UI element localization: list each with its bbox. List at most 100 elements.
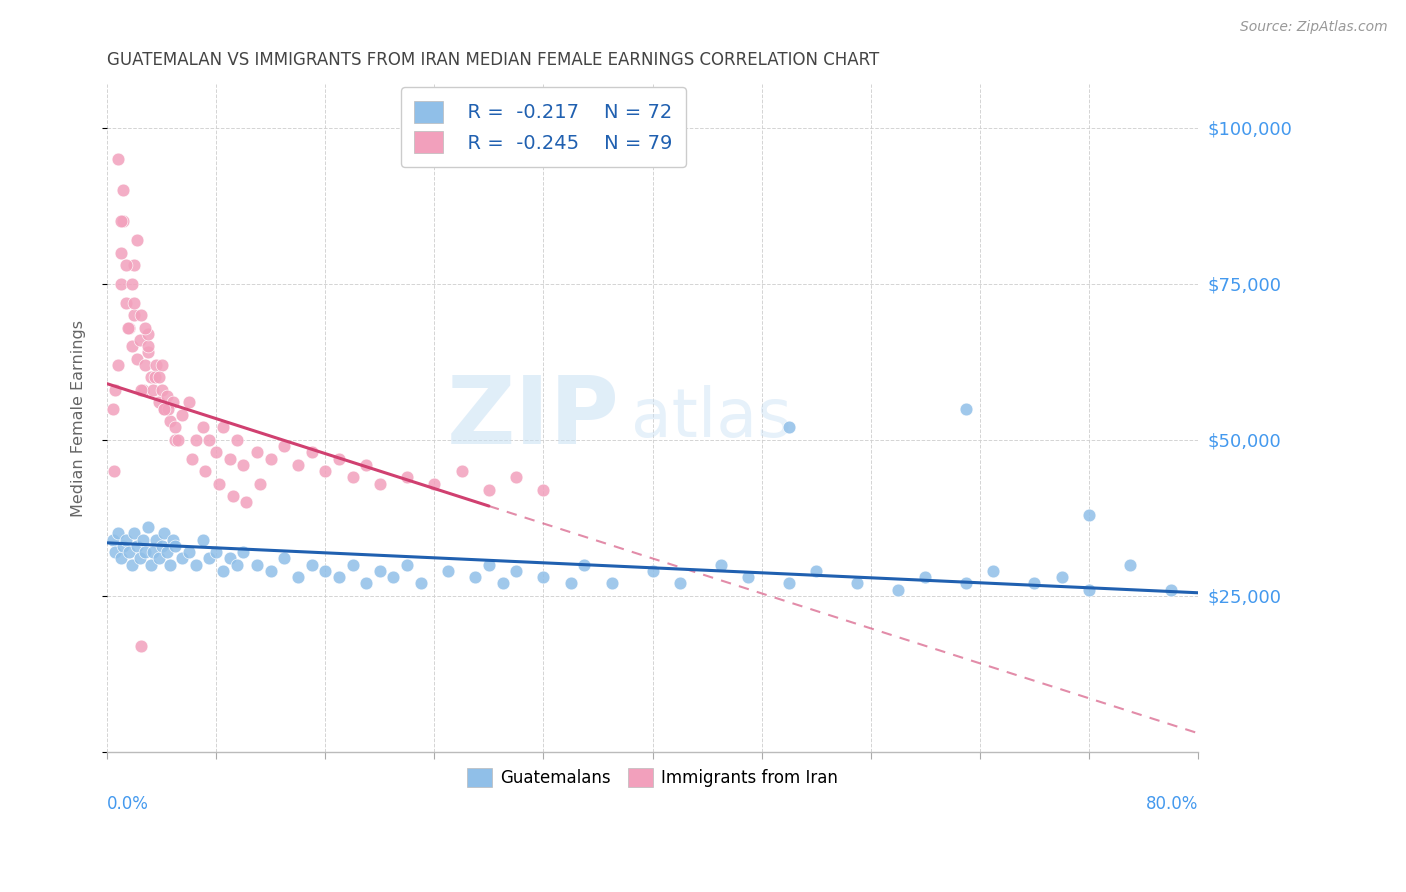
Point — [136, 345, 159, 359]
Point — [194, 464, 217, 478]
Point — [165, 433, 187, 447]
Point — [118, 545, 141, 559]
Point — [368, 564, 391, 578]
Point — [129, 383, 152, 397]
Point — [124, 308, 146, 322]
Point — [184, 433, 207, 447]
Point — [177, 395, 200, 409]
Point — [533, 483, 555, 497]
Point — [107, 526, 129, 541]
Point — [212, 420, 235, 434]
Point — [139, 558, 162, 572]
Y-axis label: Median Female Earnings: Median Female Earnings — [72, 319, 86, 516]
Point — [124, 295, 146, 310]
Point — [287, 570, 309, 584]
Point — [235, 495, 257, 509]
Point — [205, 445, 228, 459]
Point — [136, 520, 159, 534]
Point — [115, 533, 138, 547]
Point — [198, 433, 221, 447]
Point — [107, 358, 129, 372]
Point — [342, 558, 364, 572]
Point — [396, 470, 419, 484]
Point — [983, 564, 1005, 578]
Point — [437, 564, 460, 578]
Point — [301, 445, 323, 459]
Point — [354, 458, 377, 472]
Point — [103, 464, 125, 478]
Point — [128, 551, 150, 566]
Point — [778, 420, 800, 434]
Point — [131, 533, 153, 547]
Point — [159, 558, 181, 572]
Point — [505, 564, 527, 578]
Point — [156, 389, 179, 403]
Point — [110, 551, 132, 566]
Point — [1160, 582, 1182, 597]
Point — [125, 233, 148, 247]
Point — [560, 576, 582, 591]
Point — [153, 401, 176, 416]
Point — [260, 451, 283, 466]
Point — [118, 320, 141, 334]
Point — [112, 214, 135, 228]
Point — [124, 258, 146, 272]
Point — [205, 545, 228, 559]
Point — [148, 551, 170, 566]
Point — [533, 570, 555, 584]
Point — [125, 539, 148, 553]
Point — [208, 476, 231, 491]
Point — [491, 576, 513, 591]
Point — [1077, 508, 1099, 522]
Point — [165, 420, 187, 434]
Point — [131, 383, 153, 397]
Point — [212, 564, 235, 578]
Point — [184, 558, 207, 572]
Point — [142, 545, 165, 559]
Point — [478, 483, 501, 497]
Point — [778, 576, 800, 591]
Point — [1024, 576, 1046, 591]
Point — [112, 539, 135, 553]
Point — [314, 464, 336, 478]
Point — [301, 558, 323, 572]
Point — [124, 526, 146, 541]
Text: 80.0%: 80.0% — [1146, 796, 1198, 814]
Point — [115, 258, 138, 272]
Point — [955, 401, 977, 416]
Point — [191, 420, 214, 434]
Point — [110, 245, 132, 260]
Point — [478, 558, 501, 572]
Point — [328, 451, 350, 466]
Point — [710, 558, 733, 572]
Point — [225, 558, 247, 572]
Point — [104, 383, 127, 397]
Point — [143, 370, 166, 384]
Point — [218, 451, 240, 466]
Point — [121, 277, 143, 291]
Point — [145, 533, 167, 547]
Point — [148, 395, 170, 409]
Text: ZIP: ZIP — [447, 372, 620, 464]
Legend: Guatemalans, Immigrants from Iran: Guatemalans, Immigrants from Iran — [460, 761, 845, 794]
Point — [887, 582, 910, 597]
Point — [260, 564, 283, 578]
Point — [112, 183, 135, 197]
Point — [150, 358, 173, 372]
Point — [914, 570, 936, 584]
Point — [1077, 582, 1099, 597]
Point — [846, 576, 869, 591]
Point — [328, 570, 350, 584]
Point — [423, 476, 446, 491]
Point — [737, 570, 759, 584]
Point — [232, 545, 254, 559]
Point — [342, 470, 364, 484]
Point — [246, 558, 269, 572]
Point — [150, 539, 173, 553]
Point — [246, 445, 269, 459]
Point — [159, 414, 181, 428]
Point — [955, 576, 977, 591]
Point — [157, 401, 180, 416]
Point — [136, 339, 159, 353]
Point — [162, 533, 184, 547]
